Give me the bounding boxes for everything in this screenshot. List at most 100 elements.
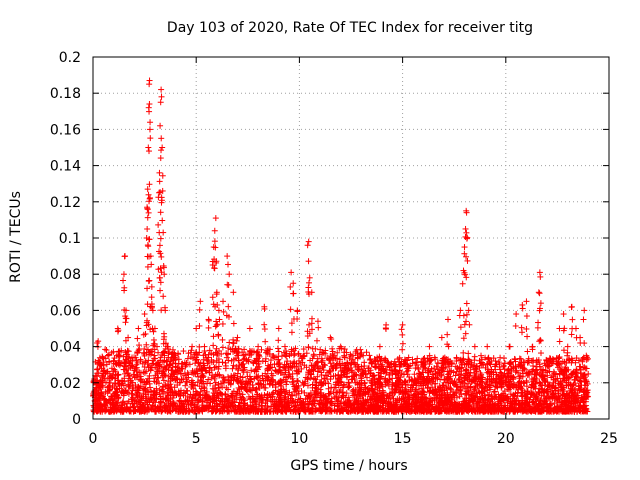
- data-point: [462, 225, 469, 232]
- data-point: [412, 365, 419, 372]
- data-point: [148, 283, 155, 290]
- data-point: [305, 258, 312, 265]
- data-point: [262, 358, 269, 365]
- data-point: [366, 352, 373, 359]
- data-point: [157, 189, 164, 196]
- data-point: [460, 312, 467, 319]
- data-point: [465, 350, 472, 357]
- data-point: [145, 209, 152, 216]
- data-point: [306, 279, 313, 286]
- data-point: [140, 349, 147, 356]
- data-point: [211, 227, 218, 234]
- data-point: [275, 345, 282, 352]
- data-point: [226, 271, 233, 278]
- data-point: [156, 178, 163, 185]
- data-point: [463, 318, 470, 325]
- data-point: [328, 408, 335, 415]
- data-point: [158, 194, 165, 201]
- data-point: [180, 348, 187, 355]
- data-point: [220, 298, 227, 305]
- data-point: [306, 274, 313, 281]
- data-point: [415, 366, 422, 373]
- data-point: [219, 336, 226, 343]
- data-point: [219, 320, 226, 327]
- data-point: [205, 324, 212, 331]
- data-point: [147, 119, 154, 126]
- data-point: [141, 311, 148, 318]
- data-point: [225, 261, 232, 268]
- data-point: [262, 338, 269, 345]
- data-point: [246, 325, 253, 332]
- data-point: [146, 108, 153, 115]
- data-point: [219, 359, 226, 366]
- data-point: [327, 334, 334, 341]
- data-point: [315, 324, 322, 331]
- data-point: [399, 346, 406, 353]
- data-point: [281, 343, 288, 350]
- data-point: [230, 320, 237, 327]
- chart-title: Day 103 of 2020, Rate Of TEC Index for r…: [167, 20, 533, 36]
- data-point: [261, 326, 268, 333]
- data-point: [196, 343, 203, 350]
- data-point: [209, 294, 216, 301]
- data-point: [211, 238, 218, 245]
- data-point: [146, 101, 153, 108]
- data-point: [184, 355, 191, 362]
- data-point: [158, 253, 165, 260]
- data-point: [145, 148, 152, 155]
- data-point: [287, 283, 294, 290]
- data-point: [513, 311, 520, 318]
- data-point: [157, 235, 164, 242]
- data-point: [333, 355, 340, 362]
- data-point: [162, 307, 169, 314]
- data-point: [230, 362, 237, 369]
- data-point: [399, 340, 406, 347]
- data-point: [484, 343, 491, 350]
- data-point: [230, 289, 237, 296]
- data-point: [305, 238, 312, 245]
- data-point: [159, 144, 166, 151]
- data-point: [157, 287, 164, 294]
- data-point: [158, 86, 165, 93]
- data-point: [287, 306, 294, 313]
- data-point: [512, 322, 519, 329]
- data-point: [206, 347, 213, 354]
- data-point: [304, 242, 311, 249]
- data-point: [414, 355, 421, 362]
- data-point: [144, 225, 151, 232]
- data-point: [157, 99, 164, 106]
- data-point: [136, 342, 143, 349]
- data-point: [145, 144, 152, 151]
- data-point: [248, 367, 255, 374]
- data-point: [288, 329, 295, 336]
- data-point: [426, 343, 433, 350]
- grid: [93, 57, 609, 419]
- data-point: [461, 244, 468, 251]
- data-point: [145, 191, 152, 198]
- data-point: [399, 321, 406, 328]
- data-point: [146, 277, 153, 284]
- data-point: [306, 321, 313, 328]
- data-point: [275, 348, 282, 355]
- data-point: [471, 343, 478, 350]
- data-point: [363, 374, 370, 381]
- data-point: [460, 349, 467, 356]
- data-point: [235, 357, 242, 364]
- data-point: [506, 360, 513, 367]
- data-point: [283, 381, 290, 388]
- data-point: [471, 353, 478, 360]
- data-point: [240, 352, 247, 359]
- data-point: [303, 350, 310, 357]
- data-point: [483, 360, 490, 367]
- data-point: [275, 325, 282, 332]
- data-point: [220, 308, 227, 315]
- data-point: [536, 379, 543, 386]
- data-point: [225, 281, 232, 288]
- data-point: [159, 217, 166, 224]
- data-point: [290, 290, 297, 297]
- data-point: [102, 346, 109, 353]
- data-point: [327, 373, 334, 380]
- data-point: [147, 135, 154, 142]
- data-point: [157, 279, 164, 286]
- data-point: [328, 336, 335, 343]
